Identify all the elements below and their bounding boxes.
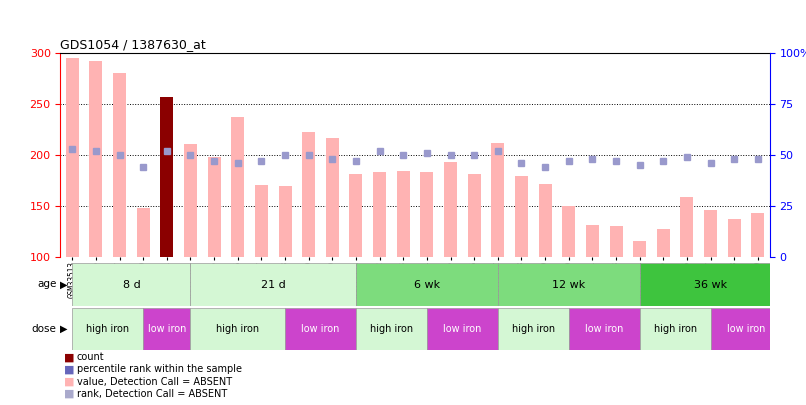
Bar xyxy=(137,208,150,257)
Text: low iron: low iron xyxy=(147,324,186,334)
Text: 36 wk: 36 wk xyxy=(694,279,727,290)
Bar xyxy=(640,263,782,306)
Bar xyxy=(66,58,79,257)
Bar xyxy=(711,308,782,350)
Text: ▶: ▶ xyxy=(60,279,67,289)
Bar xyxy=(515,177,528,257)
Bar xyxy=(751,213,764,257)
Text: ■: ■ xyxy=(64,389,74,399)
Bar xyxy=(680,197,693,257)
Bar xyxy=(498,263,640,306)
Text: high iron: high iron xyxy=(86,324,129,334)
Bar xyxy=(373,172,386,257)
Bar xyxy=(586,226,599,257)
Bar xyxy=(569,308,640,350)
Text: 21 d: 21 d xyxy=(261,279,285,290)
Bar xyxy=(421,172,434,257)
Bar xyxy=(538,183,551,257)
Bar xyxy=(356,308,427,350)
Bar xyxy=(73,263,190,306)
Text: low iron: low iron xyxy=(585,324,623,334)
Bar xyxy=(113,73,126,257)
Bar xyxy=(143,308,190,350)
Bar xyxy=(190,263,356,306)
Bar xyxy=(302,132,315,257)
Bar xyxy=(208,157,221,257)
Bar xyxy=(427,308,498,350)
Text: rank, Detection Call = ABSENT: rank, Detection Call = ABSENT xyxy=(77,389,226,399)
Bar xyxy=(728,220,741,257)
Bar xyxy=(350,174,363,257)
Bar xyxy=(563,206,575,257)
Bar xyxy=(634,241,646,257)
Text: 12 wk: 12 wk xyxy=(552,279,585,290)
Text: ■: ■ xyxy=(64,377,74,386)
Bar xyxy=(498,308,569,350)
Bar xyxy=(609,226,622,257)
Text: low iron: low iron xyxy=(727,324,765,334)
Bar xyxy=(492,143,505,257)
Text: dose: dose xyxy=(31,324,56,334)
Bar xyxy=(184,144,197,257)
Text: ▶: ▶ xyxy=(60,324,67,334)
Bar xyxy=(444,162,457,257)
Text: high iron: high iron xyxy=(370,324,413,334)
Text: percentile rank within the sample: percentile rank within the sample xyxy=(77,364,242,374)
Bar xyxy=(279,185,292,257)
Bar xyxy=(160,97,173,257)
Bar xyxy=(326,138,339,257)
Text: ■: ■ xyxy=(64,364,74,374)
Text: 6 wk: 6 wk xyxy=(413,279,440,290)
Text: ■: ■ xyxy=(64,352,74,362)
Bar xyxy=(190,308,285,350)
Text: low iron: low iron xyxy=(301,324,339,334)
Text: count: count xyxy=(77,352,104,362)
Bar xyxy=(255,185,268,257)
Text: high iron: high iron xyxy=(512,324,555,334)
Bar xyxy=(89,61,102,257)
Bar xyxy=(73,308,143,350)
Bar xyxy=(356,263,498,306)
Text: age: age xyxy=(37,279,56,289)
Bar xyxy=(640,308,711,350)
Bar xyxy=(657,228,670,257)
Bar xyxy=(397,171,409,257)
Bar xyxy=(704,210,717,257)
Text: high iron: high iron xyxy=(216,324,260,334)
Bar xyxy=(231,117,244,257)
Bar xyxy=(285,308,356,350)
Text: 8 d: 8 d xyxy=(123,279,140,290)
Text: value, Detection Call = ABSENT: value, Detection Call = ABSENT xyxy=(77,377,231,386)
Text: high iron: high iron xyxy=(654,324,696,334)
Text: GDS1054 / 1387630_at: GDS1054 / 1387630_at xyxy=(60,38,206,51)
Text: low iron: low iron xyxy=(443,324,481,334)
Bar xyxy=(467,174,480,257)
